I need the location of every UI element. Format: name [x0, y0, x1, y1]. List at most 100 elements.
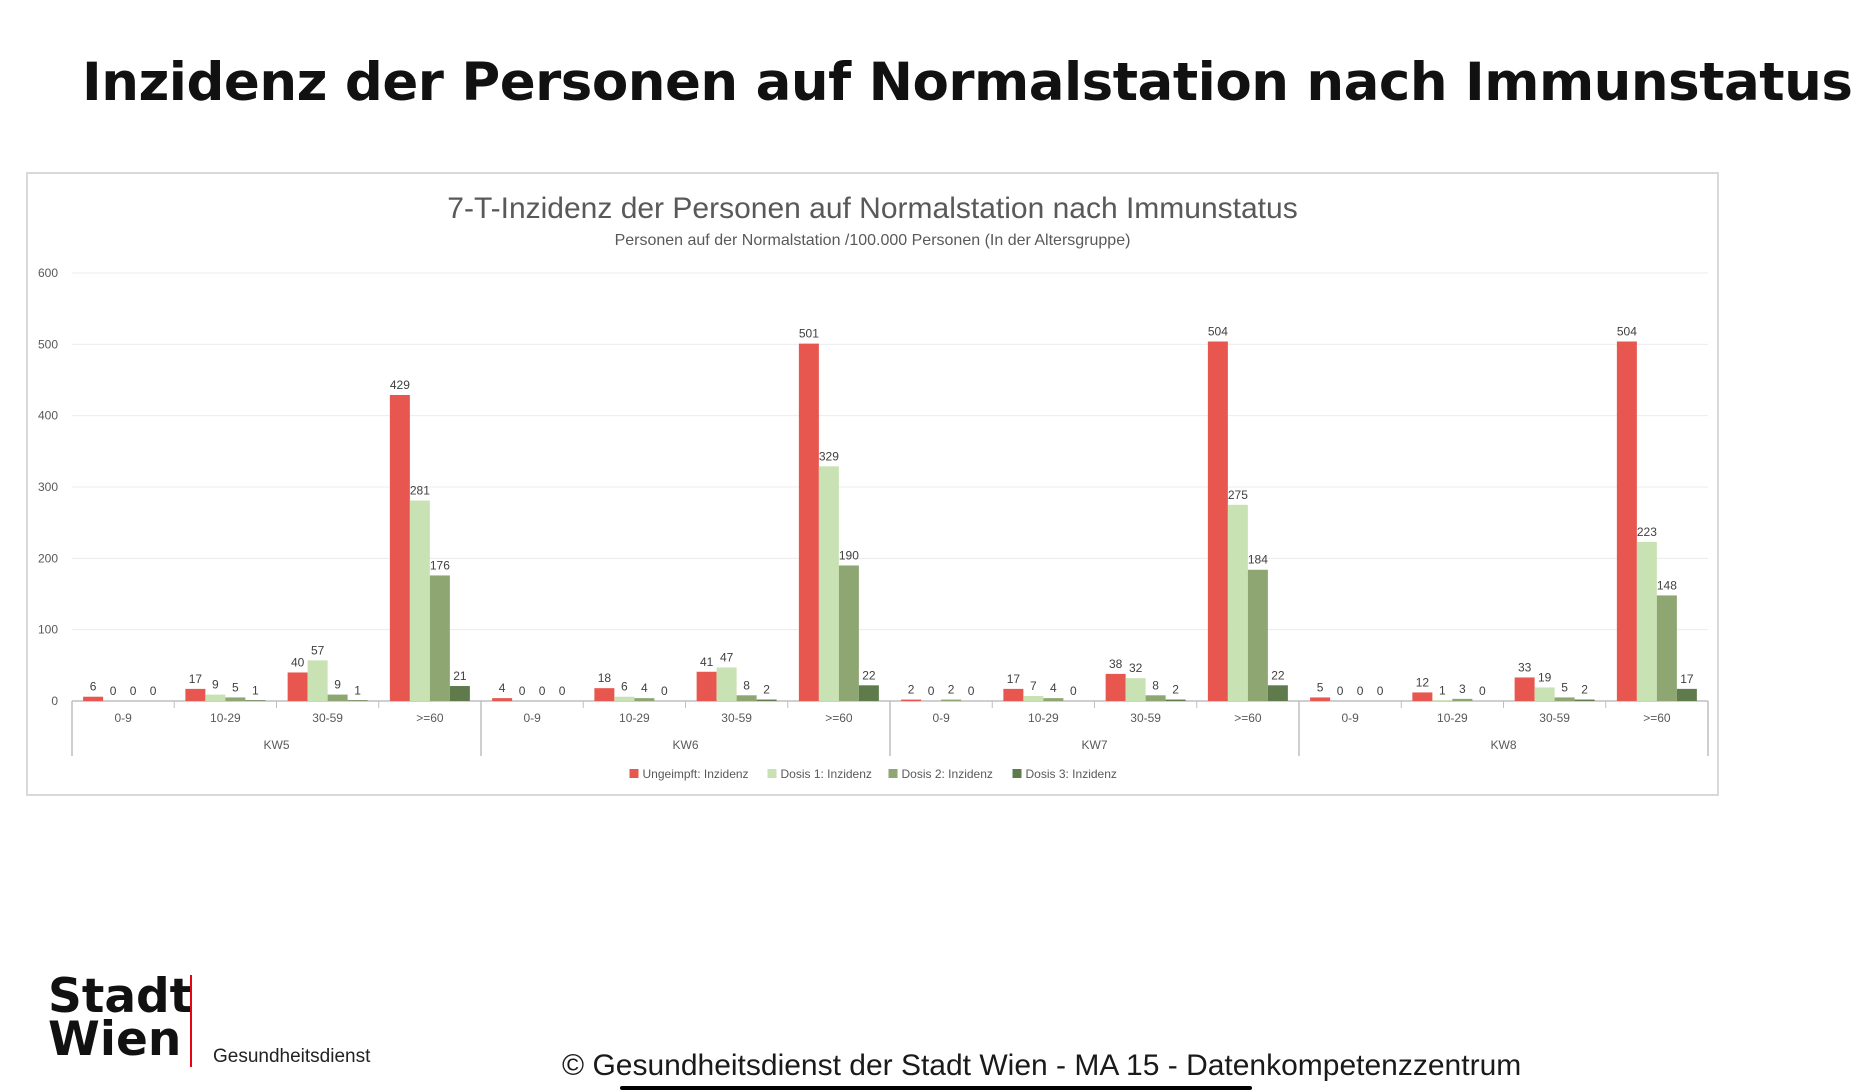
data-label: 2: [1581, 683, 1588, 697]
x-tick-label: 0-9: [114, 711, 132, 725]
data-label: 148: [1657, 578, 1677, 592]
logo-line-1: Stadt: [48, 969, 193, 1024]
bar: [1105, 673, 1126, 701]
bar: [409, 500, 430, 701]
bar: [798, 343, 819, 701]
bar: [1003, 688, 1024, 701]
home-indicator: [620, 1086, 1252, 1090]
data-label: 2: [1172, 683, 1179, 697]
bar: [901, 699, 922, 701]
data-label: 38: [1109, 657, 1123, 671]
data-label: 19: [1538, 670, 1552, 684]
stadt-wien-logo: Stadt Wien: [48, 969, 193, 1063]
legend-swatch: [629, 769, 639, 778]
bar: [1676, 688, 1697, 701]
legend-label: Dosis 2: Inzidenz: [902, 767, 993, 781]
x-tick-label: 0-9: [932, 711, 950, 725]
bar: [1534, 687, 1555, 701]
y-tick-label: 200: [38, 551, 58, 565]
legend-label: Dosis 1: Inzidenz: [781, 767, 872, 781]
data-label: 8: [1152, 678, 1159, 692]
data-label: 3: [1459, 682, 1466, 696]
data-label: 504: [1208, 324, 1228, 338]
data-label: 2: [763, 683, 770, 697]
bar: [83, 696, 104, 701]
x-tick-label: 30-59: [721, 711, 752, 725]
y-tick-label: 0: [51, 694, 58, 708]
bar: [287, 672, 308, 701]
bar: [429, 575, 450, 701]
data-label: 9: [212, 678, 219, 692]
logo-subtitle: Gesundheitsdienst: [213, 1046, 371, 1067]
bar: [1267, 685, 1288, 701]
slide-title: Inzidenz der Personen auf Normalstation …: [82, 52, 1853, 113]
bar: [838, 565, 859, 701]
bar: [492, 698, 513, 701]
bar: [716, 667, 737, 701]
chart-subtitle: Personen auf der Normalstation /100.000 …: [614, 232, 1131, 249]
data-label: 22: [1271, 668, 1285, 682]
data-label: 0: [110, 684, 117, 698]
bar: [1247, 569, 1268, 701]
bar: [818, 466, 839, 701]
y-tick-label: 500: [38, 337, 58, 351]
data-label: 6: [90, 680, 97, 694]
bar: [1125, 678, 1146, 701]
data-label: 57: [311, 643, 325, 657]
data-label: 0: [559, 684, 566, 698]
bar: [756, 699, 777, 701]
bar: [1452, 698, 1473, 701]
x-tick-label: 0-9: [1341, 711, 1359, 725]
data-label: 429: [390, 378, 410, 392]
x-tick-label: 10-29: [1028, 711, 1059, 725]
x-tick-label: 30-59: [1539, 711, 1570, 725]
x-tick-label: >=60: [1643, 711, 1671, 725]
group-label: KW7: [1081, 738, 1107, 752]
data-label: 0: [1479, 684, 1486, 698]
x-tick-label: >=60: [825, 711, 853, 725]
data-label: 275: [1228, 488, 1248, 502]
chart-frame: 7-T-Inzidenz der Personen auf Normalstat…: [26, 172, 1719, 796]
bar: [307, 660, 328, 701]
bar: [1636, 541, 1657, 701]
bar: [736, 695, 757, 701]
bar: [1207, 341, 1228, 701]
bar: [1227, 504, 1248, 701]
bar: [327, 694, 348, 701]
data-label: 0: [661, 684, 668, 698]
data-label: 0: [928, 684, 935, 698]
x-tick-label: 10-29: [619, 711, 650, 725]
x-tick-label: 10-29: [210, 711, 241, 725]
data-label: 0: [1337, 684, 1344, 698]
bar: [1310, 697, 1331, 701]
data-label: 41: [700, 655, 714, 669]
bar: [185, 688, 206, 701]
data-label: 329: [819, 449, 839, 463]
legend-label: Dosis 3: Inzidenz: [1026, 767, 1117, 781]
data-label: 1: [1439, 683, 1446, 697]
group-label: KW8: [1490, 738, 1516, 752]
bar: [1616, 341, 1637, 701]
x-tick-label: 0-9: [523, 711, 541, 725]
data-label: 184: [1248, 553, 1268, 567]
bar: [225, 697, 246, 701]
bar: [1412, 692, 1433, 701]
data-label: 0: [1377, 684, 1384, 698]
group-label: KW6: [672, 738, 698, 752]
data-label: 0: [968, 684, 975, 698]
bar: [696, 671, 717, 701]
data-label: 40: [291, 655, 305, 669]
data-label: 0: [539, 684, 546, 698]
data-label: 21: [453, 669, 467, 683]
legend-swatch: [767, 769, 777, 778]
x-tick-label: >=60: [416, 711, 444, 725]
bar: [594, 688, 615, 701]
logo-divider: [190, 975, 192, 1067]
bar: [941, 699, 962, 701]
data-label: 9: [334, 678, 341, 692]
data-label: 1: [354, 683, 361, 697]
legend-swatch: [1012, 769, 1022, 778]
bar: [1145, 695, 1166, 701]
data-label: 17: [189, 672, 203, 686]
